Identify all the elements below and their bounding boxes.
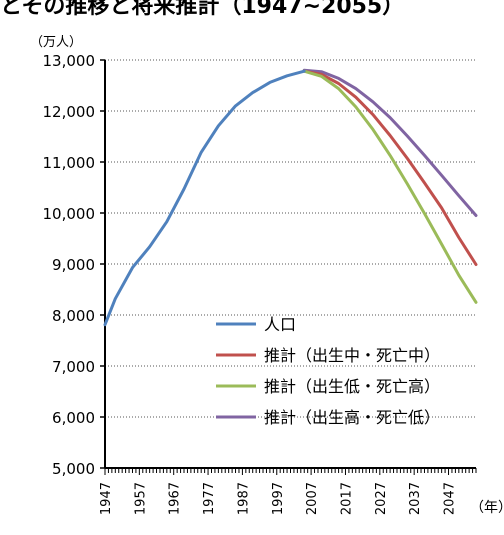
x-axis-label: （年）: [470, 500, 504, 516]
series-line-1: [302, 69, 478, 266]
y-tick-label: 6,000: [52, 409, 95, 427]
y-tick-label: 10,000: [43, 205, 96, 223]
y-tick-label: 7,000: [52, 358, 95, 376]
x-tick-label: 2007: [305, 482, 320, 515]
page-title: とその推移と将来推計（1947~2055）: [0, 0, 405, 19]
x-tick-label: 2017: [339, 482, 354, 515]
y-tick-label: 5,000: [52, 460, 95, 478]
y-tick-label: 11,000: [43, 154, 96, 172]
y-tick-label: 13,000: [43, 52, 96, 70]
series-line-3: [302, 68, 478, 217]
legend-label-3: 推計（出生高・死亡低）: [264, 408, 440, 427]
legend-label-0: 人口: [264, 315, 296, 334]
legend-label-2: 推計（出生低・死亡高）: [264, 377, 440, 396]
x-tick-label: 1997: [271, 482, 286, 515]
y-tick-label: 8,000: [52, 307, 95, 325]
y-axis-label: （万人）: [30, 35, 82, 50]
x-tick-label: 1967: [168, 482, 183, 515]
legend-label-1: 推計（出生中・死亡中）: [264, 346, 440, 365]
y-tick-label: 9,000: [52, 256, 95, 274]
x-tick-label: 2047: [443, 482, 458, 515]
x-tick-label: 1977: [202, 482, 217, 515]
series-line-0: [103, 69, 306, 327]
x-tick-label: 1987: [236, 482, 251, 515]
x-tick-label: 1947: [99, 482, 114, 515]
x-tick-label: 2037: [408, 482, 423, 515]
x-tick-label: 1957: [133, 482, 148, 515]
x-tick-label: 2027: [374, 482, 389, 515]
y-tick-label: 12,000: [43, 103, 96, 121]
series-line-2: [302, 69, 478, 304]
